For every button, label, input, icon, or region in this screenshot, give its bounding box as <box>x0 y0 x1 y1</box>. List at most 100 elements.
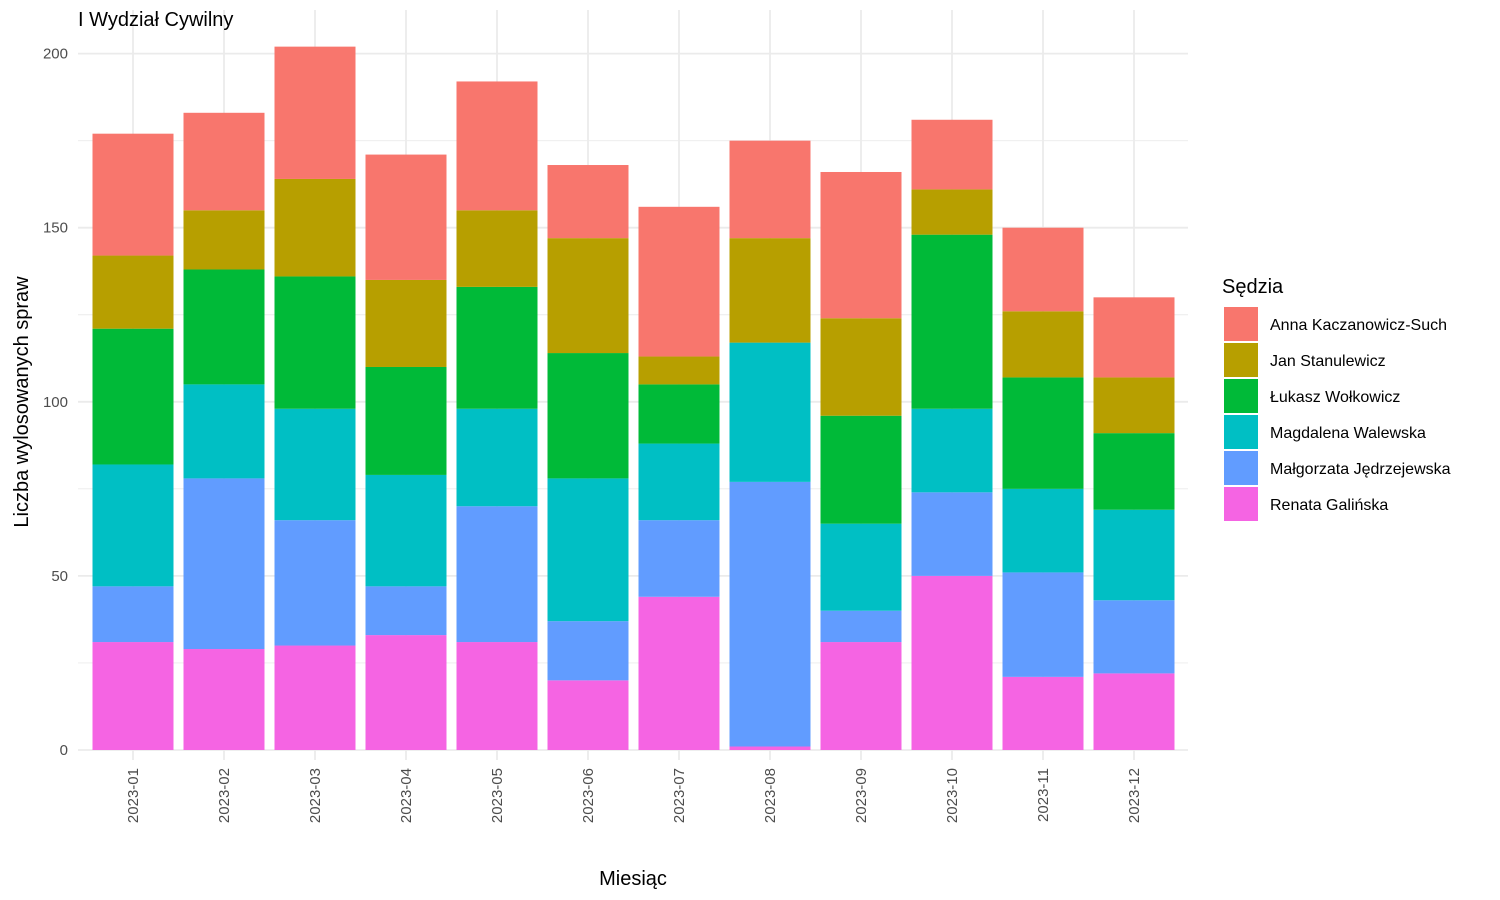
legend-item: Anna Kaczanowicz-Such <box>1224 307 1447 341</box>
bar-segment <box>274 46 356 179</box>
x-axis-title: Miesiąc <box>599 868 667 890</box>
bar-segment <box>820 415 902 524</box>
bar-segment <box>274 408 356 521</box>
bar-segment <box>365 474 447 587</box>
bar-segment <box>365 586 447 636</box>
bars <box>92 46 1175 750</box>
bar-segment <box>183 478 265 650</box>
bar-segment <box>638 443 720 521</box>
legend-swatch <box>1224 307 1258 341</box>
bar-segment <box>638 206 720 357</box>
legend-swatch <box>1224 487 1258 521</box>
bar-segment <box>92 586 174 643</box>
bar-segment <box>547 238 629 354</box>
bar-segment <box>456 408 538 507</box>
bar-segment <box>547 353 629 479</box>
bar-segment <box>820 523 902 611</box>
bar-segment <box>1002 488 1084 573</box>
x-tick-label: 2023-01 <box>125 768 142 823</box>
x-tick-label: 2023-09 <box>853 768 870 823</box>
legend-item: Małgorzata Jędrzejewska <box>1224 451 1451 485</box>
bar-segment <box>820 171 902 319</box>
bar-segment <box>1093 433 1175 510</box>
x-tick-label: 2023-08 <box>762 768 779 823</box>
bar-segment <box>547 478 629 622</box>
y-tick-label: 150 <box>43 220 68 237</box>
bar-segment <box>456 506 538 643</box>
bar-segment <box>729 342 811 482</box>
bar-segment <box>638 520 720 597</box>
legend-swatch <box>1224 451 1258 485</box>
bar-segment <box>729 238 811 343</box>
bar-segment <box>729 481 811 747</box>
bar-segment <box>183 269 265 385</box>
legend-item: Magdalena Walewska <box>1224 415 1426 449</box>
bar-segment <box>365 279 447 367</box>
bar-segment <box>274 276 356 409</box>
bar-segment <box>547 165 629 239</box>
legend-label: Łukasz Wołkowicz <box>1270 389 1400 406</box>
x-tick-label: 2023-02 <box>216 768 233 823</box>
x-tick-label: 2023-03 <box>307 768 324 823</box>
legend-label: Anna Kaczanowicz-Such <box>1270 317 1447 334</box>
y-tick-label: 100 <box>43 394 68 411</box>
y-tick-label: 200 <box>43 46 68 63</box>
legend-item: Łukasz Wołkowicz <box>1224 379 1400 413</box>
bar-segment <box>1093 600 1175 674</box>
bar-segment <box>92 328 174 465</box>
bar-segment <box>365 154 447 280</box>
bar-segment <box>365 635 447 750</box>
bar-segment <box>729 746 811 750</box>
x-tick-label: 2023-05 <box>489 768 506 823</box>
x-tick-label: 2023-04 <box>398 768 415 823</box>
x-tick-label: 2023-06 <box>580 768 597 823</box>
legend-swatch <box>1224 343 1258 377</box>
bar-segment <box>92 133 174 256</box>
bar-segment <box>456 81 538 211</box>
legend-title: Sędzia <box>1222 276 1284 298</box>
bar-segment <box>274 645 356 750</box>
bar-segment <box>1093 509 1175 601</box>
bar-segment <box>456 286 538 409</box>
bar-segment <box>456 210 538 287</box>
bar-segment <box>1093 673 1175 750</box>
legend-label: Małgorzata Jędrzejewska <box>1270 461 1451 478</box>
legend-item: Jan Stanulewicz <box>1224 343 1386 377</box>
legend: Sędzia Anna Kaczanowicz-Such Jan Stanulew… <box>1222 276 1451 521</box>
bar-segment <box>1002 227 1084 312</box>
y-axis-title: Liczba wylosowanych spraw <box>11 276 33 528</box>
bar-segment <box>547 680 629 750</box>
bar-segment <box>274 178 356 277</box>
bar-segment <box>820 610 902 643</box>
bar-segment <box>365 366 447 475</box>
bar-segment <box>1002 377 1084 489</box>
bar-segment <box>92 464 174 587</box>
chart-title: I Wydział Cywilny <box>78 9 233 31</box>
bar-segment <box>1093 297 1175 378</box>
x-tick-label: 2023-10 <box>944 768 961 823</box>
bar-segment <box>183 649 265 750</box>
legend-label: Renata Galińska <box>1270 497 1388 514</box>
bar-segment <box>729 140 811 239</box>
x-tick-label: 2023-11 <box>1035 768 1052 822</box>
bar-segment <box>911 189 993 235</box>
legend-label: Magdalena Walewska <box>1270 425 1426 442</box>
legend-swatch <box>1224 379 1258 413</box>
legend-label: Jan Stanulewicz <box>1270 353 1386 370</box>
bar-segment <box>183 112 265 211</box>
bar-segment <box>183 384 265 479</box>
bar-segment <box>456 642 538 750</box>
bar-segment <box>183 210 265 270</box>
x-axis-ticks: 2023-01 2023-02 2023-03 2023-04 2023-05 2023-… <box>125 768 1143 823</box>
x-tick-label: 2023-07 <box>671 768 688 823</box>
bar-segment <box>911 119 993 190</box>
bar-segment <box>911 234 993 409</box>
y-axis-ticks: 0 50 100 150 200 <box>43 46 68 759</box>
legend-item: Renata Galińska <box>1224 487 1388 521</box>
legend-swatch <box>1224 415 1258 449</box>
bar-segment <box>638 596 720 750</box>
bar-segment <box>92 255 174 329</box>
bar-segment <box>638 384 720 444</box>
bar-segment <box>1002 676 1084 750</box>
